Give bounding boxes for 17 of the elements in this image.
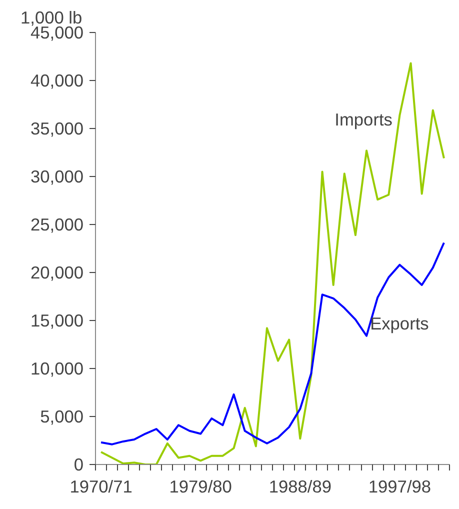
line-series <box>100 62 445 464</box>
y-tick-label: 15,000 <box>30 310 84 330</box>
y-tick-label: 0 <box>74 454 84 474</box>
y-tick-label: 25,000 <box>30 214 84 234</box>
x-tick-label: 1997/98 <box>368 476 432 496</box>
y-tick-label: 5,000 <box>40 406 84 426</box>
x-tick-label: 1988/89 <box>268 476 332 496</box>
y-tick-label: 40,000 <box>30 70 84 90</box>
y-tick-label: 10,000 <box>30 358 84 378</box>
x-tick-label: 1970/71 <box>70 476 132 496</box>
line-series <box>100 242 445 446</box>
y-tick-label: 30,000 <box>30 166 84 186</box>
series-label: Exports <box>370 314 430 334</box>
y-tick-label: 20,000 <box>30 262 84 282</box>
series-label: Imports <box>334 109 393 130</box>
y-tick-label: 35,000 <box>30 118 84 138</box>
x-tick-label: 1979/80 <box>169 476 232 496</box>
